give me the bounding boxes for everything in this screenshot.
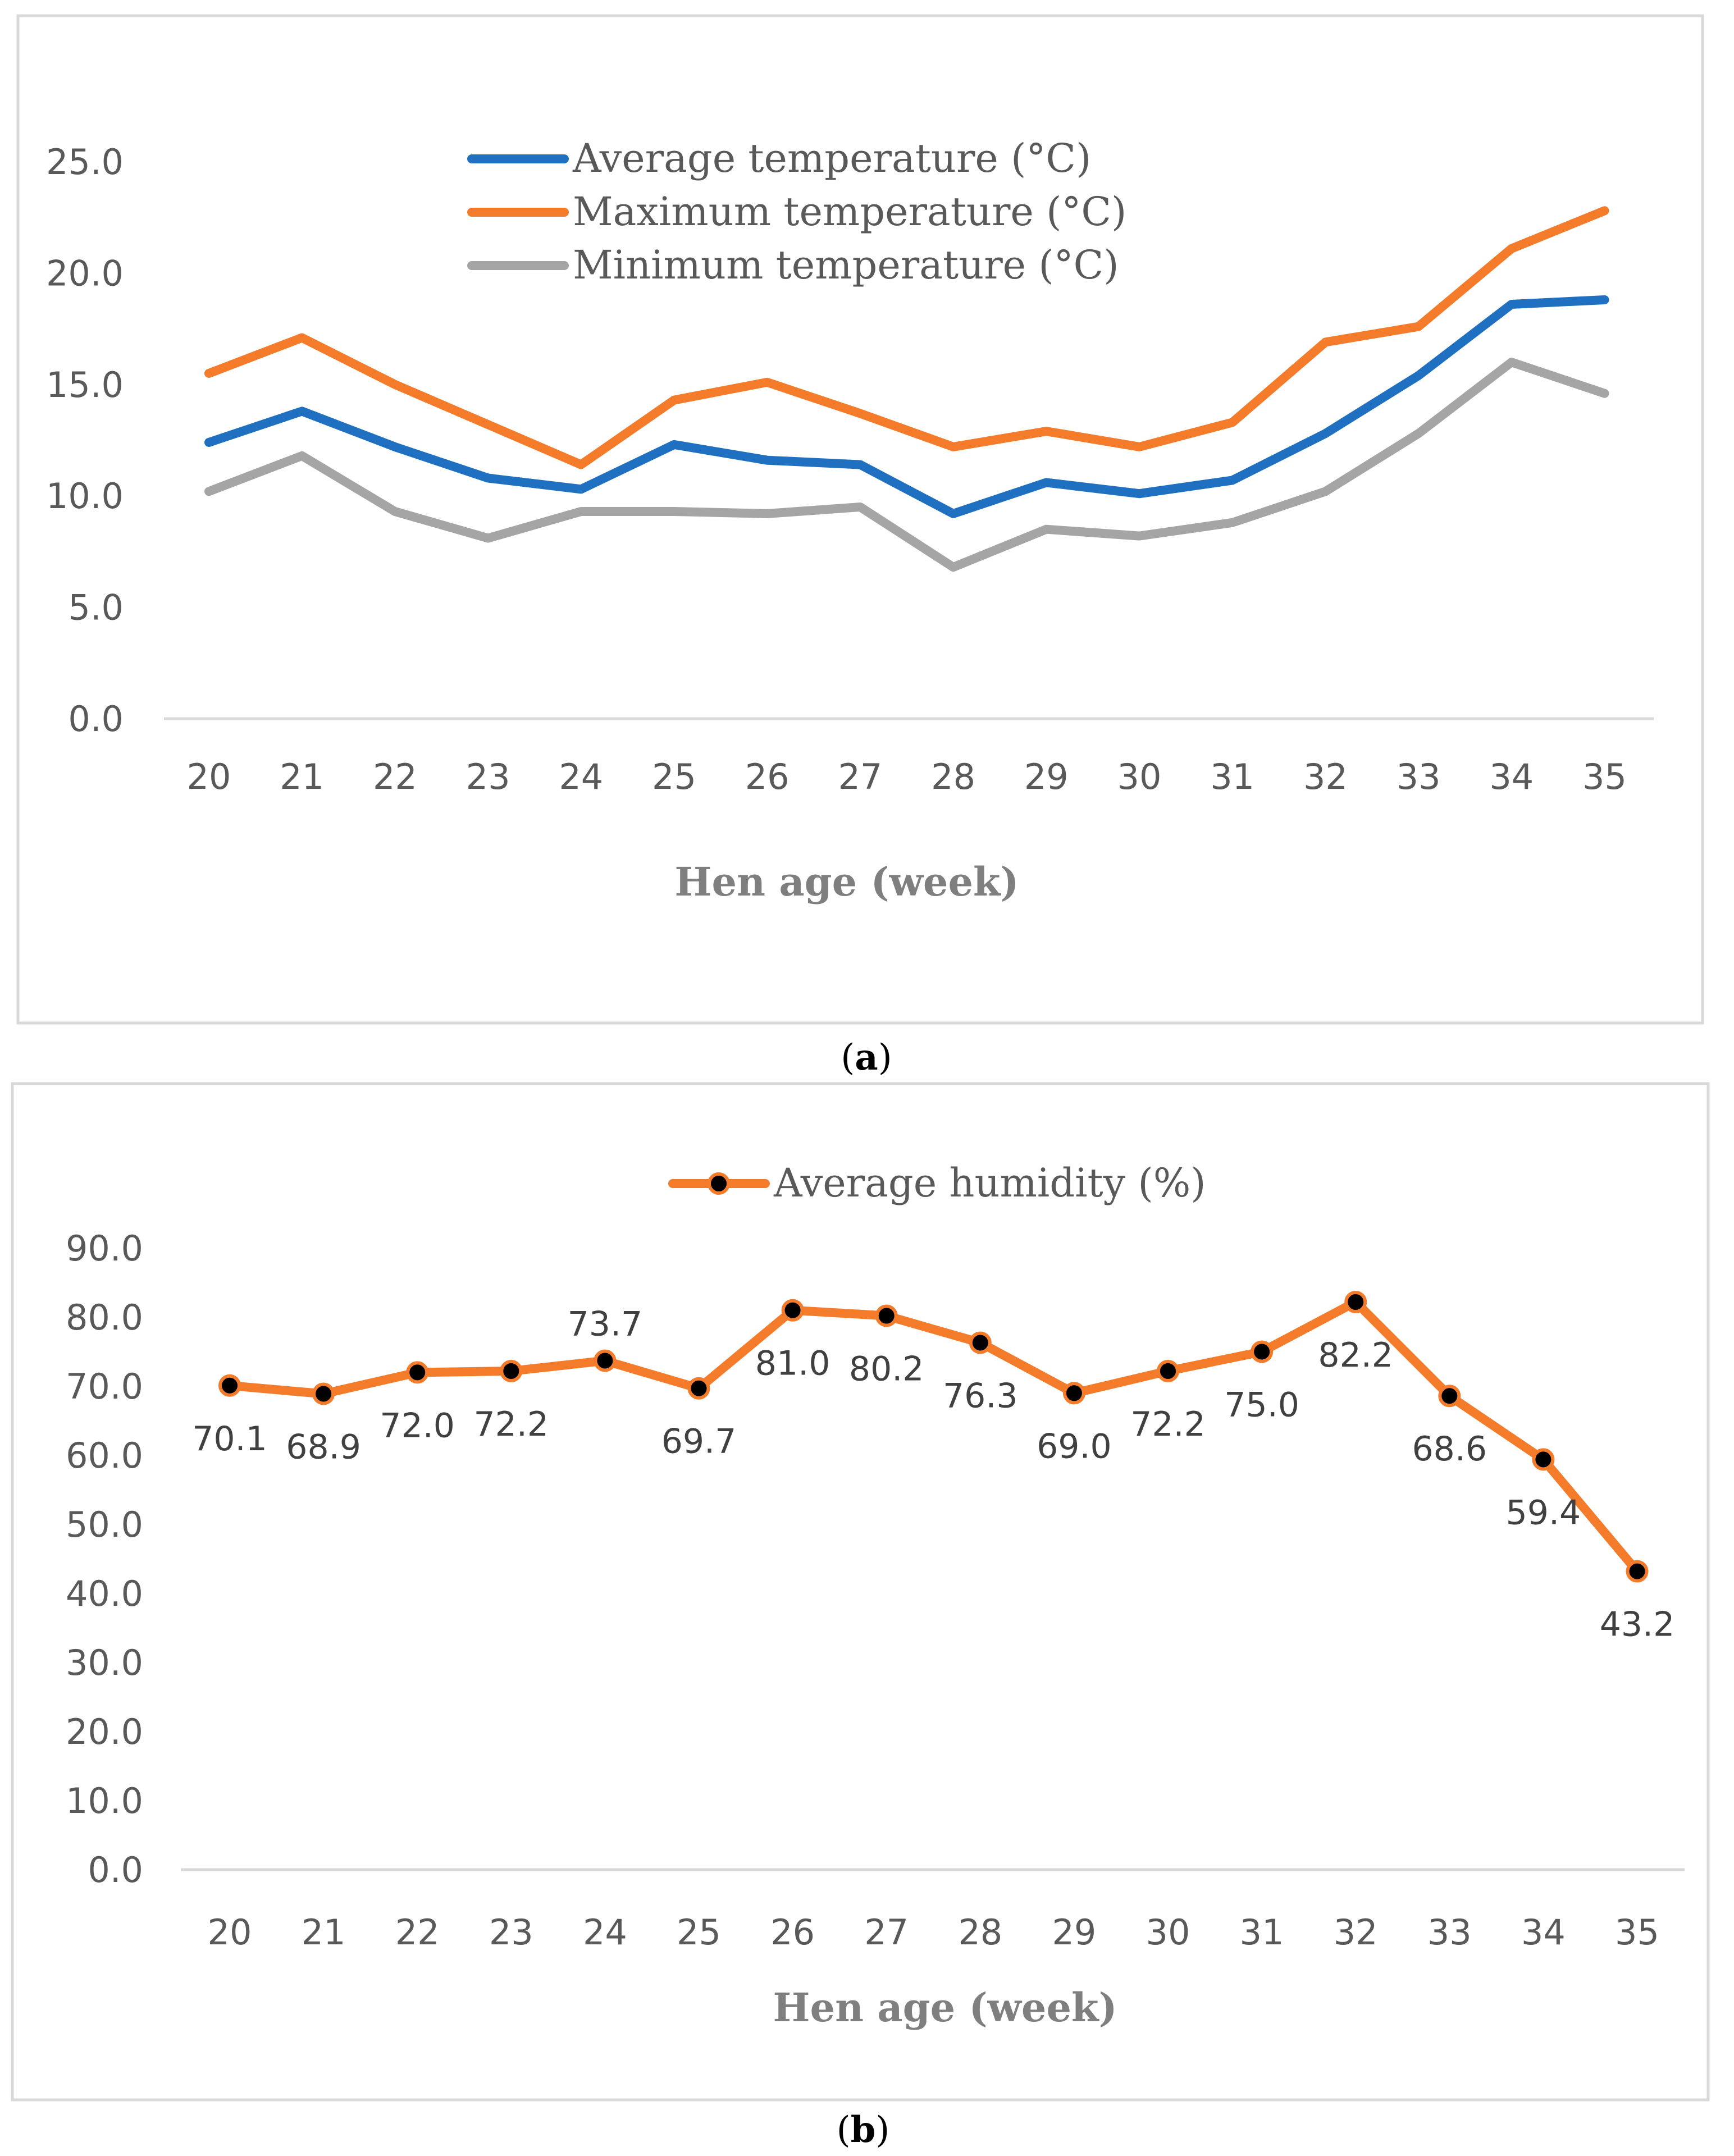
chart-a-x-tick: 20 bbox=[187, 756, 231, 797]
chart-b-x-tick: 26 bbox=[770, 1912, 815, 1953]
chart-b-data-label: 73.7 bbox=[568, 1304, 643, 1344]
chart-b-y-tick: 60.0 bbox=[66, 1435, 143, 1476]
chart-b-x-tick: 32 bbox=[1334, 1912, 1378, 1953]
chart-b-point bbox=[594, 1349, 617, 1372]
chart-a-x-tick: 21 bbox=[280, 756, 324, 797]
chart-b-x-tick: 20 bbox=[208, 1912, 252, 1953]
chart-b-x-tick: 22 bbox=[395, 1912, 440, 1953]
chart-b-y-tick: 20.0 bbox=[66, 1711, 143, 1752]
chart-a-y-tick: 10.0 bbox=[46, 476, 124, 517]
chart-b-point bbox=[875, 1304, 898, 1327]
chart-b-data-label: 68.9 bbox=[286, 1428, 361, 1467]
caption-b: (b) bbox=[837, 2109, 890, 2151]
chart-a-series-line-0 bbox=[204, 295, 1609, 518]
chart-a-series-line-1 bbox=[204, 206, 1609, 469]
chart-a-x-tick: 27 bbox=[838, 756, 882, 797]
chart-a-x-tick: 22 bbox=[373, 756, 417, 797]
chart-b-point bbox=[1532, 1448, 1555, 1471]
chart-b-x-tick: 34 bbox=[1521, 1912, 1566, 1953]
chart-a-x-tick: 30 bbox=[1117, 756, 1162, 797]
chart-b-frame bbox=[11, 1082, 1710, 2102]
chart-b-data-label: 75.0 bbox=[1224, 1386, 1299, 1425]
chart-a-legend-label: Minimum temperature (°C) bbox=[573, 242, 1119, 288]
chart-b-point bbox=[312, 1382, 335, 1405]
chart-b-data-label: 81.0 bbox=[755, 1344, 831, 1383]
chart-b-data-label: 59.4 bbox=[1506, 1493, 1581, 1532]
chart-a-x-tick: 24 bbox=[559, 756, 603, 797]
chart-a-x-axis-title: Hen age (week) bbox=[674, 858, 1019, 905]
chart-a-x-tick: 31 bbox=[1210, 756, 1254, 797]
chart-b-data-label: 72.0 bbox=[380, 1406, 455, 1445]
chart-b-x-tick: 31 bbox=[1240, 1912, 1284, 1953]
chart-b-legend-label: Average humidity (%) bbox=[773, 1160, 1206, 1206]
chart-b-point bbox=[218, 1374, 241, 1397]
chart-b-point bbox=[1251, 1340, 1274, 1363]
chart-a-x-tick: 35 bbox=[1582, 756, 1627, 797]
chart-a-series-line-2 bbox=[204, 358, 1609, 572]
chart-b-x-tick: 21 bbox=[302, 1912, 346, 1953]
chart-b-point bbox=[1157, 1359, 1179, 1382]
chart-b-point bbox=[781, 1299, 804, 1322]
chart-b-x-tick: 30 bbox=[1146, 1912, 1190, 1953]
chart-a-y-tick: 15.0 bbox=[46, 364, 124, 405]
chart-b-legend-marker bbox=[708, 1172, 730, 1195]
chart-b-x-tick: 35 bbox=[1615, 1912, 1659, 1953]
chart-b-data-label: 43.2 bbox=[1600, 1605, 1675, 1645]
chart-b-x-tick: 25 bbox=[677, 1912, 721, 1953]
chart-b-y-tick: 10.0 bbox=[66, 1780, 143, 1821]
chart-a-x-tick: 23 bbox=[466, 756, 510, 797]
chart-b-x-tick: 23 bbox=[489, 1912, 533, 1953]
chart-a-x-tick: 29 bbox=[1024, 756, 1069, 797]
chart-b-point bbox=[1626, 1560, 1649, 1583]
chart-b-y-tick: 40.0 bbox=[66, 1573, 143, 1614]
chart-b-y-tick: 90.0 bbox=[66, 1228, 143, 1269]
chart-b-data-label: 72.2 bbox=[1130, 1405, 1206, 1444]
chart-b-point bbox=[969, 1331, 992, 1354]
chart-a-legend-label: Average temperature (°C) bbox=[572, 135, 1091, 181]
chart-b-data-label: 69.0 bbox=[1037, 1427, 1112, 1466]
chart-a-x-tick: 25 bbox=[652, 756, 696, 797]
chart-b-data-label: 80.2 bbox=[849, 1350, 924, 1389]
chart-b-y-tick: 50.0 bbox=[66, 1504, 143, 1545]
chart-b-y-tick: 80.0 bbox=[66, 1297, 143, 1338]
chart-b-point bbox=[1062, 1382, 1085, 1405]
chart-a-x-tick: 33 bbox=[1397, 756, 1441, 797]
chart-b-x-tick: 24 bbox=[583, 1912, 627, 1953]
chart-b-point bbox=[687, 1377, 710, 1400]
chart-b-point bbox=[406, 1361, 429, 1384]
chart-b-series-line bbox=[225, 1297, 1642, 1576]
chart-a-x-tick: 26 bbox=[745, 756, 790, 797]
chart-b-x-tick: 28 bbox=[958, 1912, 1002, 1953]
chart-b-y-tick: 0.0 bbox=[88, 1849, 143, 1890]
chart-b-data-label: 82.2 bbox=[1318, 1336, 1393, 1375]
chart-b-data-label: 70.1 bbox=[192, 1419, 267, 1459]
chart-b-x-tick: 27 bbox=[864, 1912, 909, 1953]
chart-a-y-tick: 25.0 bbox=[46, 141, 124, 182]
chart-b-y-tick: 70.0 bbox=[66, 1366, 143, 1407]
chart-b-x-tick: 33 bbox=[1427, 1912, 1472, 1953]
chart-b-data-label: 72.2 bbox=[474, 1405, 549, 1444]
chart-b-point bbox=[1438, 1385, 1461, 1408]
chart-a-x-tick: 32 bbox=[1303, 756, 1348, 797]
chart-b-data-label: 69.7 bbox=[661, 1422, 737, 1461]
chart-b-y-tick: 30.0 bbox=[66, 1642, 143, 1683]
chart-b-data-label: 68.6 bbox=[1412, 1429, 1487, 1469]
chart-a-frame bbox=[16, 14, 1704, 1025]
chart-a-y-tick: 0.0 bbox=[68, 698, 124, 739]
chart-b-x-axis-title: Hen age (week) bbox=[773, 1984, 1117, 2031]
chart-b-data-label: 76.3 bbox=[943, 1377, 1018, 1416]
chart-a-y-tick: 5.0 bbox=[68, 587, 124, 628]
chart-a-y-tick: 20.0 bbox=[46, 253, 124, 294]
chart-panel-b: 0.010.020.030.040.050.060.070.080.090.0 … bbox=[11, 1082, 1710, 2102]
chart-a-legend-label: Maximum temperature (°C) bbox=[573, 189, 1126, 235]
chart-a-x-tick: 34 bbox=[1489, 756, 1534, 797]
chart-panel-a: 0.0 5.0 10.0 15.0 20.0 25.0 20 21 22 23 24 25 26 27 2… bbox=[16, 14, 1704, 1025]
chart-b-point bbox=[500, 1359, 523, 1382]
chart-b-x-tick: 29 bbox=[1052, 1912, 1096, 1953]
chart-a-x-tick: 28 bbox=[931, 756, 975, 797]
caption-a: (a) bbox=[841, 1036, 892, 1079]
chart-b-point bbox=[1344, 1290, 1367, 1313]
